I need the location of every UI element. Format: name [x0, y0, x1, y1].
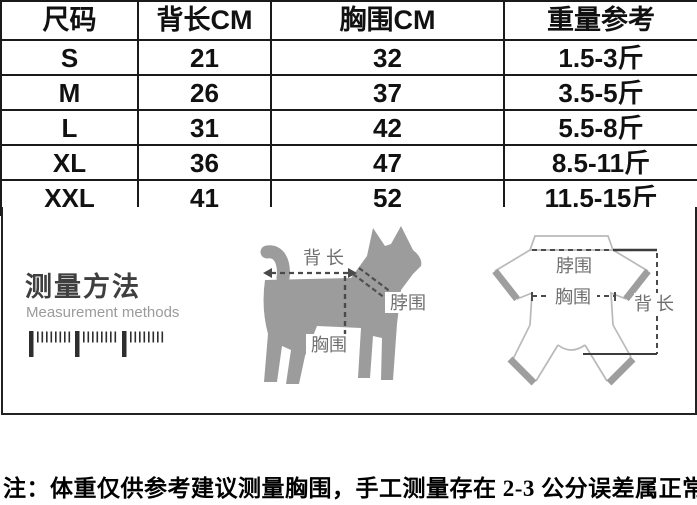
size-table: 尺码 背长CM 胸围CM 重量参考 S 21 32 1.5-3斤 M 26 37… — [0, 0, 697, 216]
note-text: 注：体重仅供参考建议测量胸围，手工测量存在 2-3 公分误差属正常 — [3, 476, 697, 501]
table-row: S 21 32 1.5-3斤 — [0, 39, 697, 76]
right-leg-cuff — [606, 356, 636, 386]
table-cell: 3.5-5斤 — [503, 74, 697, 111]
left-sleeve-cuff — [492, 268, 520, 302]
table-row: L 31 42 5.5-8斤 — [0, 109, 697, 146]
table-cell: S — [0, 39, 139, 76]
col-header-weight: 重量参考 — [503, 0, 697, 41]
garment-chest-label: 胸围 — [555, 287, 591, 307]
measurement-methods-subtitle: Measurement methods — [26, 304, 180, 321]
garment-back-length-label: 背长 — [634, 294, 678, 314]
table-cell: 1.5-3斤 — [503, 39, 697, 76]
table-row: M 26 37 3.5-5斤 — [0, 74, 697, 111]
table-header-row: 尺码 背长CM 胸围CM 重量参考 — [0, 0, 697, 41]
arrowhead-left — [263, 268, 272, 278]
dog-back-length-label: 背长 — [303, 248, 349, 268]
table-cell: 5.5-8斤 — [503, 109, 697, 146]
dog-tail — [260, 245, 290, 285]
measurement-diagram-box: 测量方法 Measurement methods — [1, 207, 697, 415]
arrowhead-right — [348, 268, 357, 278]
right-sleeve-cuff — [623, 268, 651, 302]
table-cell: 32 — [270, 39, 505, 76]
dog-measurement-diagram: 背长 脖围 胸围 — [260, 226, 431, 384]
table-cell: 8.5-11斤 — [503, 144, 697, 181]
col-header-size: 尺码 — [0, 0, 139, 41]
measurement-methods-title: 测量方法 — [25, 272, 141, 302]
table-cell: 36 — [137, 144, 272, 181]
table-cell: 26 — [137, 74, 272, 111]
table-cell: 37 — [270, 74, 505, 111]
dog-chest-label: 胸围 — [311, 335, 347, 355]
ruler-icon — [29, 331, 164, 357]
col-header-chest: 胸围CM — [270, 0, 505, 41]
table-cell: 42 — [270, 109, 505, 146]
garment-neck-label: 脖围 — [556, 256, 592, 276]
left-leg-cuff — [507, 356, 537, 386]
table-cell: 47 — [270, 144, 505, 181]
col-header-back-length: 背长CM — [137, 0, 272, 41]
table-cell: XL — [0, 144, 139, 181]
table-cell: M — [0, 74, 139, 111]
table-cell: 31 — [137, 109, 272, 146]
dog-neck-label: 脖围 — [390, 293, 426, 313]
table-cell: 21 — [137, 39, 272, 76]
garment-measurement-diagram: 脖围 胸围 背长 — [492, 235, 679, 386]
table-cell: L — [0, 109, 139, 146]
dog-silhouette — [263, 226, 422, 384]
table-row: XL 36 47 8.5-11斤 — [0, 144, 697, 181]
